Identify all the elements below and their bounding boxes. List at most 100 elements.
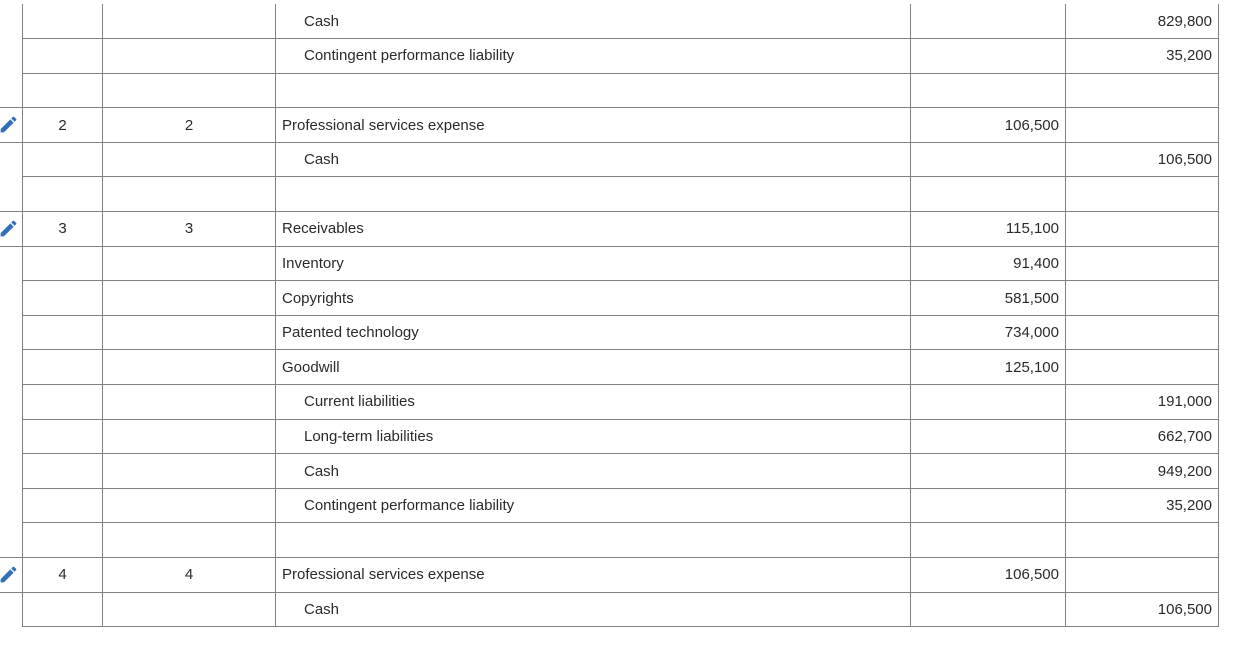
credit-cell: 949,200 bbox=[1065, 453, 1219, 489]
transaction-no-cell bbox=[22, 38, 103, 74]
account-title-cell: Patented technology bbox=[275, 314, 911, 351]
entry-no-cell bbox=[102, 314, 276, 351]
transaction-no-cell bbox=[22, 141, 103, 178]
edit-pencil-icon bbox=[0, 566, 17, 583]
credit-cell: 35,200 bbox=[1065, 38, 1219, 74]
edit-entry-4-button[interactable] bbox=[0, 557, 22, 593]
account-title-cell: Goodwill bbox=[275, 349, 911, 386]
credit-cell bbox=[1065, 314, 1219, 351]
credit-cell: 191,000 bbox=[1065, 384, 1219, 420]
debit-cell bbox=[910, 4, 1066, 40]
credit-cell: 106,500 bbox=[1065, 591, 1219, 628]
entry-no-cell bbox=[102, 72, 276, 109]
entry-no-cell bbox=[102, 349, 276, 386]
entry-no-cell bbox=[102, 38, 276, 74]
entry-no-cell bbox=[102, 245, 276, 282]
account-title-cell bbox=[275, 176, 911, 213]
credit-cell: 35,200 bbox=[1065, 487, 1219, 524]
transaction-no-cell bbox=[22, 418, 103, 455]
account-title-cell: Cash bbox=[275, 4, 911, 40]
journal-row: Cash 949,200 bbox=[22, 453, 1219, 489]
transaction-no-cell bbox=[22, 453, 103, 489]
transaction-no-cell bbox=[22, 591, 103, 628]
credit-cell bbox=[1065, 107, 1219, 143]
credit-cell bbox=[1065, 280, 1219, 316]
debit-cell bbox=[910, 384, 1066, 420]
entry-no-cell bbox=[102, 280, 276, 316]
journal-row: 4 4 Professional services expense 106,50… bbox=[22, 557, 1219, 593]
journal-row: Long-term liabilities 662,700 bbox=[22, 418, 1219, 455]
entry-no-cell bbox=[102, 384, 276, 420]
debit-cell bbox=[910, 176, 1066, 213]
credit-cell bbox=[1065, 349, 1219, 386]
account-title-cell bbox=[275, 72, 911, 109]
debit-cell: 125,100 bbox=[910, 349, 1066, 386]
transaction-no-cell bbox=[22, 4, 103, 40]
account-title-cell: Inventory bbox=[275, 245, 911, 282]
account-title-cell: Cash bbox=[275, 591, 911, 628]
debit-cell: 106,500 bbox=[910, 107, 1066, 143]
debit-cell bbox=[910, 453, 1066, 489]
credit-cell bbox=[1065, 72, 1219, 109]
transaction-no-cell bbox=[22, 522, 103, 558]
transaction-no-cell bbox=[22, 487, 103, 524]
entry-no-cell: 2 bbox=[102, 107, 276, 143]
journal-row: Contingent performance liability 35,200 bbox=[22, 487, 1219, 524]
credit-cell: 106,500 bbox=[1065, 141, 1219, 178]
debit-cell: 115,100 bbox=[910, 211, 1066, 247]
account-title-cell bbox=[275, 522, 911, 558]
transaction-no-cell bbox=[22, 314, 103, 351]
journal-separator-row bbox=[22, 176, 1219, 213]
journal-row: Cash 829,800 bbox=[22, 4, 1219, 40]
edit-entry-3-button[interactable] bbox=[0, 211, 22, 247]
journal-row: Current liabilities 191,000 bbox=[22, 384, 1219, 420]
entry-no-cell bbox=[102, 522, 276, 558]
credit-cell bbox=[1065, 522, 1219, 558]
debit-cell bbox=[910, 591, 1066, 628]
transaction-no-cell bbox=[22, 280, 103, 316]
transaction-no-cell: 3 bbox=[22, 211, 103, 247]
debit-cell bbox=[910, 418, 1066, 455]
debit-cell: 734,000 bbox=[910, 314, 1066, 351]
debit-cell bbox=[910, 487, 1066, 524]
account-title-cell: Copyrights bbox=[275, 280, 911, 316]
journal-row: Goodwill 125,100 bbox=[22, 349, 1219, 386]
entry-no-cell bbox=[102, 453, 276, 489]
transaction-no-cell: 4 bbox=[22, 557, 103, 593]
credit-cell bbox=[1065, 211, 1219, 247]
credit-cell bbox=[1065, 245, 1219, 282]
entry-no-cell bbox=[102, 176, 276, 213]
entry-no-cell: 4 bbox=[102, 557, 276, 593]
account-title-cell: Long-term liabilities bbox=[275, 418, 911, 455]
account-title-cell: Professional services expense bbox=[275, 557, 911, 593]
general-journal-table: Cash 829,800 Contingent performance liab… bbox=[22, 4, 1219, 628]
debit-cell: 581,500 bbox=[910, 280, 1066, 316]
journal-row: 3 3 Receivables 115,100 bbox=[22, 211, 1219, 247]
entry-no-cell bbox=[102, 487, 276, 524]
credit-cell bbox=[1065, 176, 1219, 213]
transaction-no-cell bbox=[22, 245, 103, 282]
journal-row: Inventory 91,400 bbox=[22, 245, 1219, 282]
credit-cell: 662,700 bbox=[1065, 418, 1219, 455]
transaction-no-cell bbox=[22, 349, 103, 386]
transaction-no-cell bbox=[22, 176, 103, 213]
entry-no-cell: 3 bbox=[102, 211, 276, 247]
transaction-no-cell: 2 bbox=[22, 107, 103, 143]
account-title-cell: Current liabilities bbox=[275, 384, 911, 420]
journal-row: Cash 106,500 bbox=[22, 591, 1219, 628]
edit-entry-2-button[interactable] bbox=[0, 107, 22, 143]
journal-row: Contingent performance liability 35,200 bbox=[22, 38, 1219, 74]
account-title-cell: Cash bbox=[275, 141, 911, 178]
account-title-cell: Professional services expense bbox=[275, 107, 911, 143]
debit-cell bbox=[910, 72, 1066, 109]
journal-row: Copyrights 581,500 bbox=[22, 280, 1219, 316]
edit-pencil-icon bbox=[0, 116, 17, 133]
journal-separator-row bbox=[22, 72, 1219, 109]
account-title-cell: Cash bbox=[275, 453, 911, 489]
journal-row: Patented technology 734,000 bbox=[22, 314, 1219, 351]
debit-cell: 106,500 bbox=[910, 557, 1066, 593]
entry-no-cell bbox=[102, 591, 276, 628]
credit-cell: 829,800 bbox=[1065, 4, 1219, 40]
journal-row: 2 2 Professional services expense 106,50… bbox=[22, 107, 1219, 143]
